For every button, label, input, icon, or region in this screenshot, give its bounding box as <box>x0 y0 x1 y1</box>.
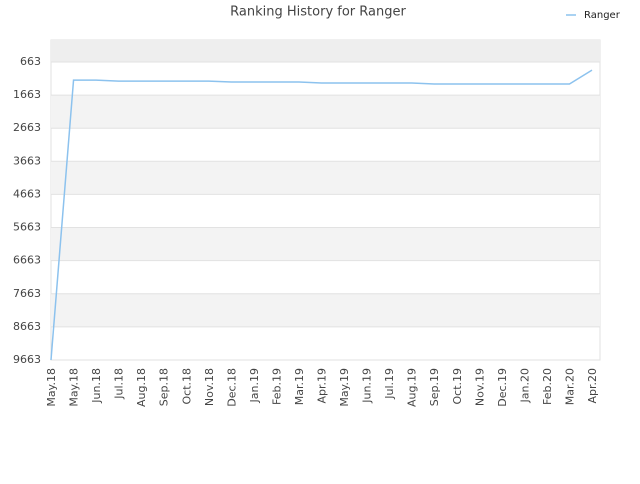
x-tick-label: Oct.18 <box>180 368 193 405</box>
x-tick-label: Aug.18 <box>135 368 148 407</box>
y-tick-label: 5663 <box>13 221 41 234</box>
x-tick-label: Jan.19 <box>248 368 261 403</box>
x-tick-label: Apr.19 <box>316 368 329 404</box>
plot-band <box>51 227 600 261</box>
x-tick-label: Feb.20 <box>541 368 554 405</box>
series-line <box>50 69 593 361</box>
x-tick-label: Mar.19 <box>293 368 306 405</box>
x-tick-label: Jan.20 <box>518 368 531 403</box>
x-tick-label: Aug.19 <box>406 368 419 407</box>
x-tick-label: Feb.19 <box>270 368 283 405</box>
plot-band <box>51 40 600 62</box>
y-tick-label: 4663 <box>13 187 41 200</box>
y-tick-label: 1663 <box>13 88 41 101</box>
x-tick-label: Sep.19 <box>428 368 441 406</box>
x-tick-label: Dec.18 <box>225 368 238 407</box>
x-tick-label: Jun.19 <box>361 368 374 404</box>
x-tick-label: Jun.18 <box>90 368 103 404</box>
y-tick-label: 2663 <box>13 121 41 134</box>
y-tick-label: 8663 <box>13 320 41 333</box>
plot-band <box>51 95 600 129</box>
x-tick-label: May.19 <box>338 368 351 407</box>
y-tick-label: 3663 <box>13 154 41 167</box>
plot-band <box>51 293 600 327</box>
x-tick-label: Apr.20 <box>586 368 599 404</box>
x-tick-label: Nov.19 <box>473 368 486 406</box>
x-tick-label: May.18 <box>68 368 81 407</box>
x-tick-label: Sep.18 <box>158 368 171 406</box>
y-tick-label: 7663 <box>13 287 41 300</box>
x-tick-label: Jul.19 <box>383 368 396 400</box>
x-tick-label: May.18 <box>45 368 58 407</box>
x-tick-label: Oct.19 <box>451 368 464 405</box>
x-tick-label: Jul.18 <box>113 368 126 400</box>
y-tick-label: 663 <box>20 55 41 68</box>
x-tick-label: Dec.19 <box>496 368 509 407</box>
chart-title: Ranking History for Ranger <box>230 5 406 20</box>
x-tick-label: Nov.18 <box>203 368 216 406</box>
y-tick-label: 9663 <box>13 353 41 366</box>
plot-band <box>51 161 600 195</box>
legend-label: Ranger <box>584 10 621 21</box>
y-tick-label: 6663 <box>13 254 41 267</box>
x-tick-label: Mar.20 <box>563 368 576 405</box>
